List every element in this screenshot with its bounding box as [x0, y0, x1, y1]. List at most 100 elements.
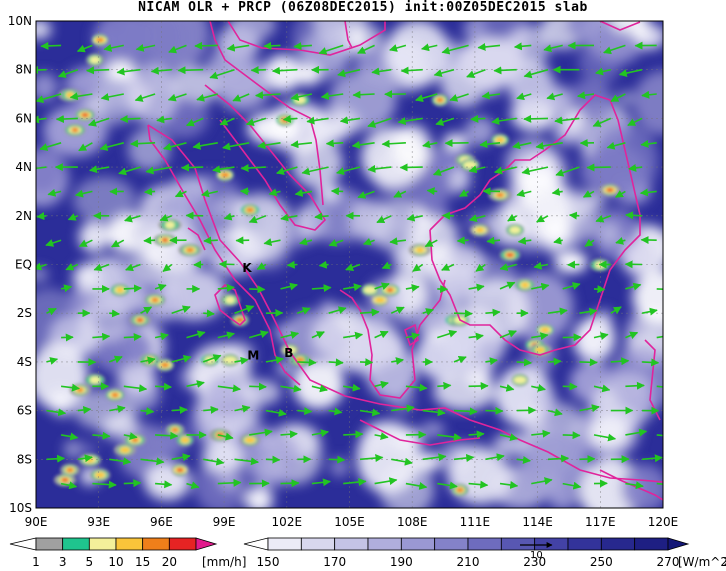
precip-swatch [62, 537, 90, 551]
cloud-patch [609, 344, 663, 413]
wind-arrow [381, 261, 392, 270]
wind-arrow [234, 304, 255, 314]
olr-swatch [400, 537, 436, 551]
wind-arrow [627, 117, 643, 127]
wind-arrow [89, 165, 110, 174]
wind-arrow [143, 236, 156, 245]
wind-arrow [367, 117, 392, 128]
wind-arrow [400, 66, 423, 75]
wind-arrow [606, 141, 626, 150]
wind-arrow [639, 188, 657, 197]
olr-swatch [600, 537, 636, 551]
wind-arrow [422, 453, 447, 462]
cloud-patch [433, 187, 453, 200]
wind-arrow [209, 68, 235, 80]
wind-arrow [249, 382, 267, 391]
wind-arrow [345, 263, 361, 271]
wind-arrow [456, 236, 469, 245]
wind-arrow [507, 213, 518, 222]
wind-arrow [311, 429, 329, 438]
wind-arrow [458, 189, 469, 198]
olr-tick-label: 290 [723, 555, 726, 569]
wind-arrow [280, 430, 298, 439]
wind-arrow [468, 430, 485, 439]
cloud-patch [617, 91, 635, 105]
wind-arrow [603, 44, 626, 55]
wind-arrow [441, 44, 469, 55]
wind-arrow [470, 114, 486, 123]
wind-arrow [75, 189, 93, 198]
wind-arrow [513, 42, 532, 51]
wind-arrow [412, 263, 424, 272]
wind-arrow [36, 93, 62, 104]
precip-swatch [142, 537, 170, 551]
lat-label: 4N [15, 160, 32, 174]
precip-tick-label: 5 [86, 555, 94, 569]
wind-arrow [351, 140, 375, 149]
wind-arrow [155, 431, 179, 440]
wind-arrow [36, 166, 47, 170]
olr-swatch [534, 537, 569, 551]
lat-label: EQ [15, 258, 32, 272]
wind-arrow [276, 166, 298, 175]
wind-arrow [453, 453, 475, 462]
lat-lon-grid [36, 21, 663, 508]
cloud-patch [349, 198, 395, 243]
precip-cell [105, 388, 125, 402]
wind-arrow [234, 404, 251, 413]
precip-cell [81, 4, 99, 17]
wind-arrow [60, 481, 78, 490]
wind-arrow [256, 262, 267, 270]
wind-arrow [485, 357, 498, 366]
wind-arrow [435, 117, 455, 126]
wind-arrow [593, 384, 611, 393]
cloud-patch [67, 67, 106, 93]
wind-arrow [374, 380, 389, 389]
lon-label: 120E [648, 515, 679, 529]
wind-arrow [203, 309, 215, 318]
wind-arrow [390, 306, 405, 314]
wind-arrow [546, 92, 563, 101]
precip-cell [110, 283, 130, 297]
place-marker-k: K [242, 261, 252, 275]
wind-arrow [249, 285, 266, 294]
cloud-patch [449, 168, 471, 193]
cloud-patch [361, 126, 427, 188]
precip-tick-label: 10 [108, 555, 123, 569]
reference-vector: 10 [520, 542, 553, 561]
wind-arrow [325, 139, 344, 148]
wind-arrow [367, 164, 392, 173]
wind-arrow [185, 117, 204, 127]
wind-arrow [656, 288, 663, 290]
wind-arrow [405, 383, 428, 392]
wind-arrow [493, 66, 517, 75]
wind-arrow [202, 354, 222, 363]
wind-arrow [92, 480, 117, 489]
wind-arrow [140, 306, 153, 315]
wind-arrow [485, 308, 501, 317]
wind-arrow [186, 380, 205, 388]
lat-label: 10S [9, 501, 32, 515]
wind-arrow [499, 433, 519, 442]
wind-arrow [584, 238, 595, 247]
precip-cell [361, 283, 379, 297]
wind-arrow [343, 430, 364, 439]
wind-arrow [311, 384, 328, 393]
wind-arrow [155, 382, 172, 391]
wind-arrow [579, 404, 600, 413]
wind-arrow [468, 332, 484, 341]
cloud-patch [580, 144, 648, 198]
precip-cell [451, 483, 469, 497]
wind-arrow [168, 44, 187, 54]
wind-arrow [625, 428, 648, 437]
cloud-patch [274, 223, 314, 247]
precip-cell [491, 133, 509, 147]
wind-arrow [426, 187, 438, 196]
olr-tick-label: 250 [590, 555, 613, 569]
cloud-patch [245, 486, 273, 508]
wind-arrow [517, 236, 532, 245]
wind-arrow [77, 406, 92, 414]
wind-arrow [374, 330, 389, 339]
wind-arrow [494, 166, 517, 175]
olr-swatch [334, 537, 369, 551]
